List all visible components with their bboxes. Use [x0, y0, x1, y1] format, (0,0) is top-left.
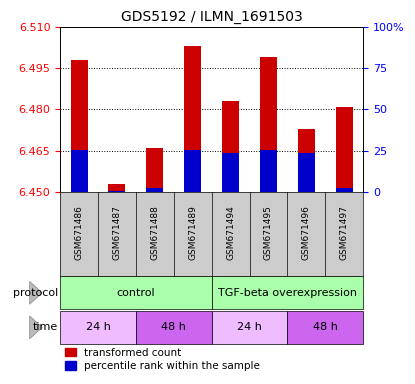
Text: control: control	[117, 288, 155, 298]
Bar	[260, 57, 277, 192]
Bar	[146, 148, 164, 192]
Text: GSM671495: GSM671495	[264, 205, 273, 260]
Legend: transformed count, percentile rank within the sample: transformed count, percentile rank withi…	[61, 344, 264, 375]
Text: GSM671496: GSM671496	[302, 205, 311, 260]
Bar	[222, 101, 239, 192]
Text: TGF-beta overexpression: TGF-beta overexpression	[218, 288, 357, 298]
Bar	[71, 151, 88, 192]
Bar	[60, 311, 136, 344]
Bar	[108, 184, 125, 192]
Bar	[184, 46, 201, 192]
Bar	[298, 153, 315, 192]
Bar	[212, 276, 363, 309]
Text: GSM671488: GSM671488	[150, 205, 159, 260]
Polygon shape	[30, 281, 42, 304]
Bar	[71, 60, 88, 192]
Bar	[184, 151, 201, 192]
Bar	[60, 276, 212, 309]
Text: 24 h: 24 h	[85, 322, 110, 333]
Polygon shape	[30, 316, 42, 339]
Text: GSM671489: GSM671489	[188, 205, 197, 260]
Bar	[260, 151, 277, 192]
Bar	[146, 188, 164, 192]
Text: protocol: protocol	[13, 288, 58, 298]
Text: GSM671486: GSM671486	[75, 205, 83, 260]
Bar	[136, 311, 212, 344]
Text: GSM671494: GSM671494	[226, 205, 235, 260]
Bar	[298, 129, 315, 192]
Text: 48 h: 48 h	[161, 322, 186, 333]
Title: GDS5192 / ILMN_1691503: GDS5192 / ILMN_1691503	[121, 10, 303, 25]
Text: time: time	[33, 322, 58, 333]
Bar	[287, 311, 363, 344]
Bar	[222, 153, 239, 192]
Bar	[336, 107, 353, 192]
Bar	[212, 311, 287, 344]
Text: 24 h: 24 h	[237, 322, 262, 333]
Text: GSM671497: GSM671497	[340, 205, 349, 260]
Text: GSM671487: GSM671487	[112, 205, 122, 260]
Bar	[108, 190, 125, 192]
Text: 48 h: 48 h	[313, 322, 338, 333]
Bar	[336, 188, 353, 192]
